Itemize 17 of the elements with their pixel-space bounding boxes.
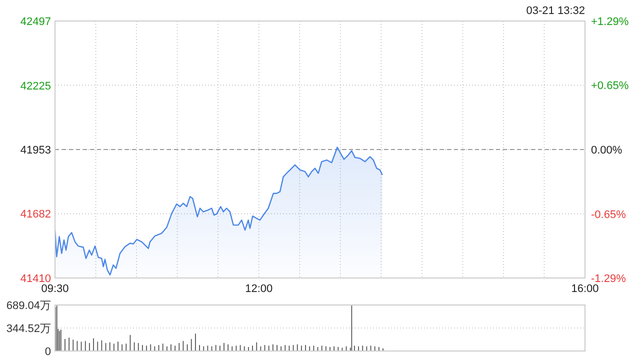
y2-tick-label: +0.65% bbox=[591, 80, 629, 92]
y-tick-label: 41953 bbox=[20, 144, 51, 157]
chart-subtitle: 03-21 13:32 bbox=[526, 5, 585, 17]
x-tick-label: 09:30 bbox=[41, 283, 69, 295]
x-tick-label: 16:00 bbox=[571, 283, 599, 295]
y-tick-label: 42497 bbox=[20, 16, 51, 28]
y2-tick-label: -1.29% bbox=[591, 273, 626, 285]
y-tick-label: 41410 bbox=[20, 273, 51, 285]
y-tick-label: 0 bbox=[44, 346, 51, 358]
y2-tick-label: -0.65% bbox=[591, 209, 626, 222]
x-tick-label: 12:00 bbox=[245, 283, 273, 295]
y-tick-label: 41682 bbox=[20, 208, 51, 221]
y2-tick-label: 0.00% bbox=[591, 144, 622, 156]
y-tick-label: 344.52万 bbox=[6, 323, 51, 335]
y-tick-label: 689.04万 bbox=[6, 300, 51, 312]
y-tick-label: 42225 bbox=[20, 80, 51, 92]
y2-tick-label: +1.29% bbox=[591, 16, 629, 28]
